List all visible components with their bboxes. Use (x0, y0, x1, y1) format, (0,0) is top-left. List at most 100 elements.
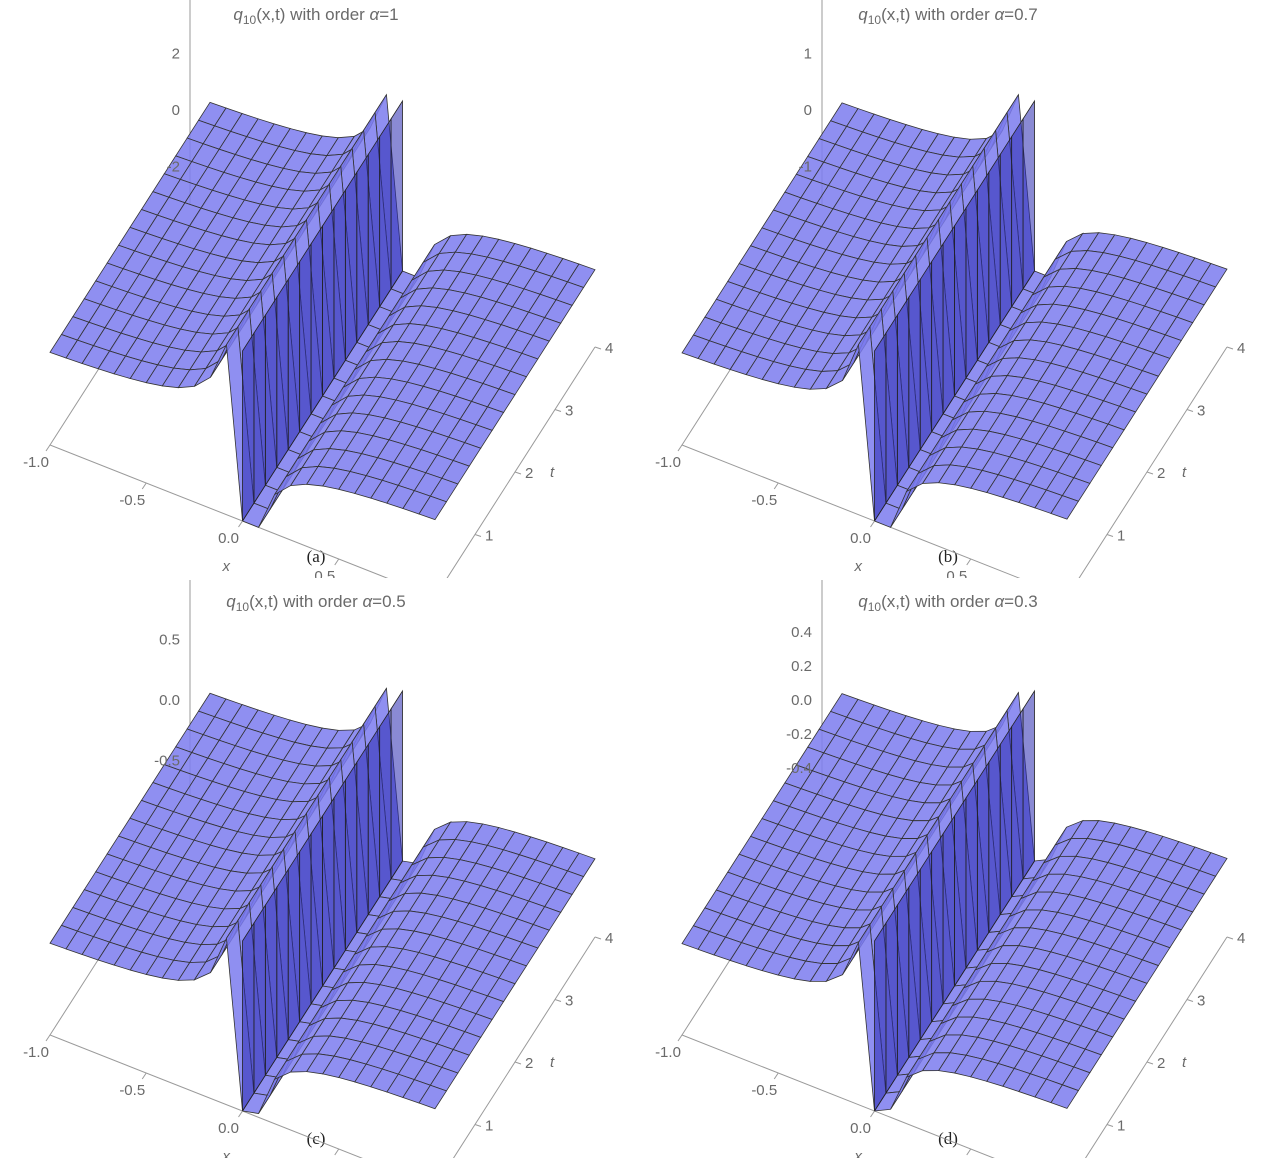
surface-group: -1.0-0.50.00.51.0x01234t0.40.20.0-0.2-0.… (655, 580, 1245, 1158)
x-tick-mark (45, 444, 51, 452)
t-tick-mark (1106, 1124, 1114, 1127)
singular-wall (253, 903, 266, 1095)
singular-wall (344, 171, 358, 362)
z-tick-label: -0.5 (154, 753, 180, 770)
singular-wall (367, 135, 381, 326)
x-tick-mark (238, 520, 243, 528)
singular-wall (344, 761, 358, 952)
x-tick-mark (870, 1110, 875, 1118)
title-func: q (226, 592, 236, 611)
singular-wall (333, 188, 346, 380)
t-tick-mark (514, 1061, 522, 1065)
title-func: q (233, 5, 243, 24)
t-axis-label: t (1182, 1054, 1187, 1071)
title-args: (x,t) with order (249, 592, 362, 611)
t-tick-mark (554, 409, 562, 412)
singular-wall (322, 206, 335, 398)
z-tick-label: 0.0 (791, 692, 812, 709)
t-tick-mark (1186, 409, 1194, 412)
z-tick-label: 0.4 (791, 624, 812, 641)
surface-canvas-a: q10(x,t) with order α=1 (a) -1.0-0.50.00… (23, 0, 613, 578)
surface-patch (1050, 1084, 1080, 1109)
singular-wall (264, 886, 278, 1077)
singular-wall (367, 725, 381, 916)
t-axis-label: t (1182, 464, 1187, 481)
x-tick-label: 0.0 (218, 1120, 239, 1137)
t-tick-label: 2 (525, 1055, 533, 1072)
singular-wall (310, 224, 323, 416)
t-tick-mark (1146, 1061, 1154, 1065)
title-value: =0.5 (372, 592, 406, 611)
x-axis-label: x (854, 558, 863, 575)
t-tick-label: 2 (1157, 1055, 1165, 1072)
title-sub: 10 (243, 13, 257, 27)
singular-wall (885, 313, 898, 505)
t-tick-mark (1146, 471, 1154, 475)
singular-wall (954, 796, 967, 988)
singular-wall (942, 224, 955, 416)
x-axis-label: x (222, 558, 231, 575)
singular-wall (965, 188, 978, 380)
singular-wall (976, 761, 990, 952)
title-value: =1 (379, 5, 398, 24)
t-tick-label: 4 (605, 930, 613, 947)
t-axis-label: t (550, 1054, 555, 1071)
x-tick-label: -0.5 (119, 492, 145, 509)
title-value: =0.7 (1004, 5, 1038, 24)
title-args: (x,t) with order (881, 5, 994, 24)
surface-canvas-c: q10(x,t) with order α=0.5 (c) -1.0 -0.5 0.… (23, 580, 613, 1158)
singular-wall (264, 296, 278, 487)
x-tick-mark (141, 1072, 147, 1080)
t-tick-label: 4 (1237, 930, 1245, 947)
x-tick-label: -0.5 (119, 1082, 145, 1099)
title-greek: α (362, 592, 373, 611)
singular-wall (276, 868, 289, 1059)
x-tick-label: -1.0 (655, 454, 681, 471)
singular-wall (333, 778, 346, 970)
singular-wall (299, 832, 312, 1024)
singular-wall (379, 117, 392, 309)
singular-wall (931, 242, 944, 434)
x-tick-mark (334, 558, 340, 566)
surface-patch (1050, 495, 1080, 520)
z-tick-label: 1 (804, 45, 812, 62)
z-tick-label: 0 (804, 102, 812, 119)
singular-wall (390, 99, 403, 291)
title-func: q (858, 5, 868, 24)
singular-wall (299, 242, 312, 434)
singular-wall (908, 868, 921, 1059)
singular-wall (253, 313, 266, 505)
x-tick-label: 0.0 (850, 1120, 871, 1137)
t-tick-label: 3 (1197, 403, 1205, 420)
singular-wall (874, 331, 887, 523)
singular-wall (988, 743, 1001, 934)
z-tick-label: -0.2 (786, 726, 812, 743)
singular-wall (954, 206, 967, 398)
t-tick-mark (594, 346, 602, 350)
surface-canvas-b: q10(x,t) with order α=0.7 (b) -1.0-0.50.… (655, 0, 1245, 578)
x-tick-label: 0.0 (218, 530, 239, 547)
z-tick-label: -1 (799, 159, 812, 176)
panel-caption-d: (d) (938, 1129, 958, 1148)
singular-wall (942, 814, 955, 1006)
title-greek: α (370, 5, 381, 24)
t-tick-label: 3 (1197, 993, 1205, 1010)
t-tick-label: 4 (605, 340, 613, 357)
t-tick-label: 1 (485, 1118, 493, 1135)
surface-patch (418, 1084, 448, 1110)
singular-wall (1011, 707, 1024, 899)
singular-wall (390, 689, 403, 881)
singular-wall (976, 171, 990, 362)
x-tick-mark (141, 482, 147, 490)
x-tick-label: -1.0 (23, 454, 49, 471)
t-axis-label: t (550, 464, 555, 481)
panel-title-b: q10(x,t) with order α=0.7 (858, 5, 1037, 27)
singular-wall (356, 743, 369, 934)
singular-wall (276, 278, 289, 469)
x-tick-mark (334, 1148, 340, 1156)
t-tick-mark (1186, 999, 1194, 1002)
singular-wall (242, 921, 255, 1113)
singular-wall (310, 814, 323, 1006)
t-tick-label: 2 (1157, 465, 1165, 482)
singular-wall (999, 725, 1013, 916)
